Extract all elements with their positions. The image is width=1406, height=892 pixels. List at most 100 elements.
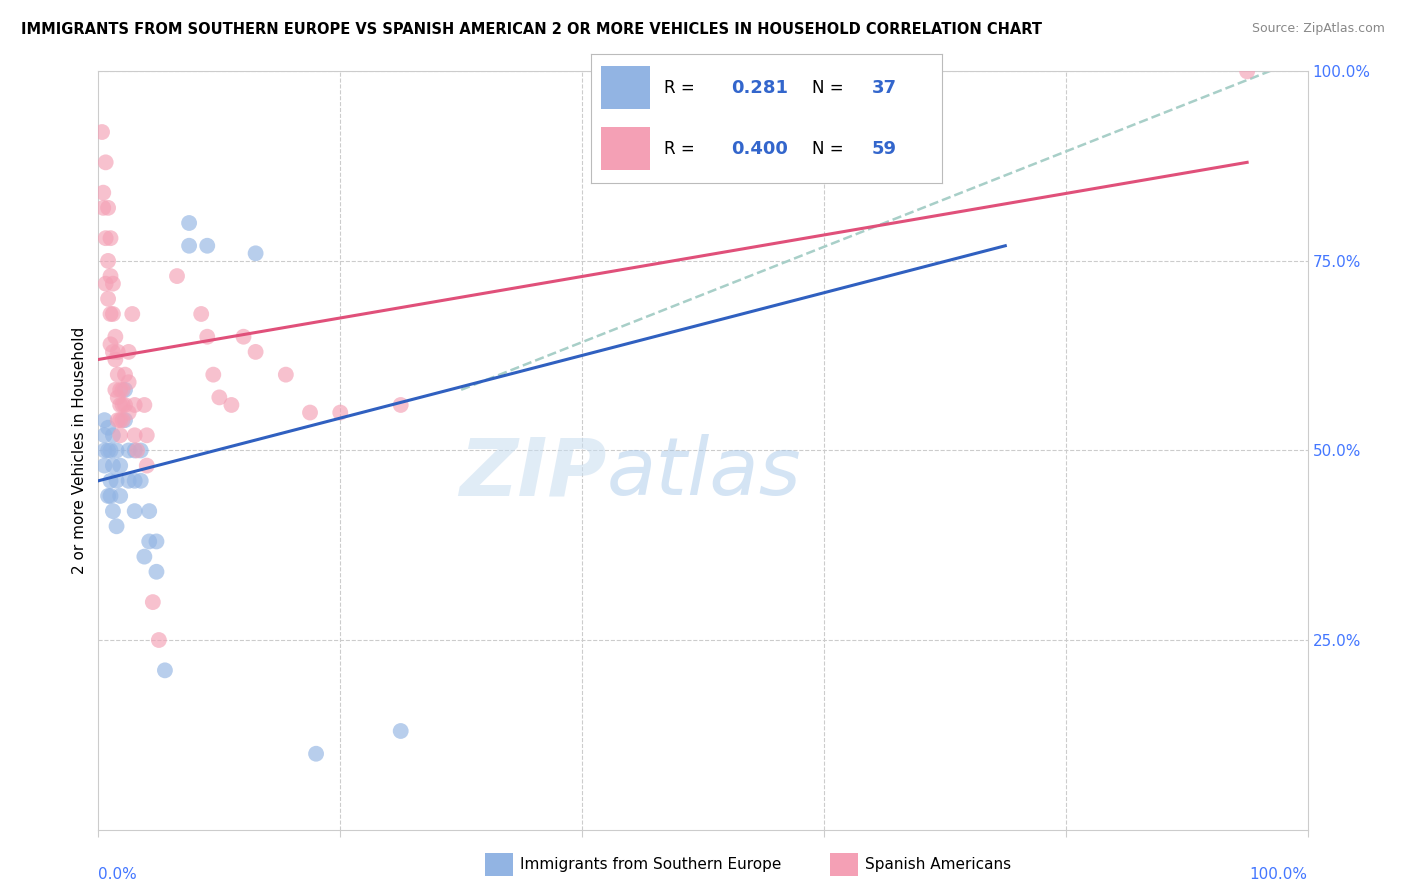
Point bbox=[329, 405, 352, 420]
Point bbox=[100, 269, 122, 284]
Point bbox=[105, 443, 128, 458]
Point bbox=[105, 519, 128, 533]
Point bbox=[124, 428, 146, 442]
Point bbox=[153, 664, 176, 678]
Point bbox=[129, 443, 152, 458]
Point bbox=[107, 368, 129, 382]
Point bbox=[108, 383, 131, 397]
Text: IMMIGRANTS FROM SOUTHERN EUROPE VS SPANISH AMERICAN 2 OR MORE VEHICLES IN HOUSEH: IMMIGRANTS FROM SOUTHERN EUROPE VS SPANI… bbox=[21, 22, 1042, 37]
Point bbox=[101, 504, 124, 518]
Point bbox=[221, 398, 243, 412]
Text: 37: 37 bbox=[872, 78, 897, 97]
Point bbox=[142, 595, 165, 609]
Text: 100.0%: 100.0% bbox=[1250, 867, 1308, 882]
Point bbox=[108, 398, 131, 412]
Point bbox=[195, 330, 218, 344]
Point bbox=[101, 428, 124, 442]
Point bbox=[145, 534, 167, 549]
Y-axis label: 2 or more Vehicles in Household: 2 or more Vehicles in Household bbox=[72, 326, 87, 574]
Point bbox=[104, 330, 127, 344]
Text: N =: N = bbox=[813, 78, 849, 97]
Point bbox=[108, 413, 131, 427]
Point bbox=[135, 428, 157, 442]
Text: 59: 59 bbox=[872, 139, 897, 158]
Point bbox=[118, 405, 141, 420]
Point bbox=[299, 405, 322, 420]
Point bbox=[97, 421, 120, 435]
Text: atlas: atlas bbox=[606, 434, 801, 512]
Text: 0.400: 0.400 bbox=[731, 139, 787, 158]
Point bbox=[104, 383, 127, 397]
Text: N =: N = bbox=[813, 139, 849, 158]
Point bbox=[118, 443, 141, 458]
Point bbox=[274, 368, 297, 382]
Text: Source: ZipAtlas.com: Source: ZipAtlas.com bbox=[1251, 22, 1385, 36]
Point bbox=[104, 352, 127, 367]
Point bbox=[100, 489, 122, 503]
Point bbox=[232, 330, 254, 344]
Point bbox=[190, 307, 212, 321]
Point bbox=[93, 428, 115, 442]
Point bbox=[389, 724, 412, 739]
Point bbox=[118, 344, 141, 359]
Point bbox=[107, 413, 129, 427]
Point bbox=[145, 565, 167, 579]
Point bbox=[94, 231, 117, 245]
Point bbox=[91, 201, 114, 215]
Point bbox=[389, 398, 412, 412]
Point bbox=[134, 549, 156, 564]
Point bbox=[179, 238, 201, 253]
Text: Spanish Americans: Spanish Americans bbox=[865, 857, 1011, 871]
Point bbox=[129, 474, 152, 488]
Point bbox=[245, 344, 267, 359]
Point bbox=[97, 489, 120, 503]
Point bbox=[135, 458, 157, 473]
Bar bbox=[602, 67, 650, 109]
Text: Immigrants from Southern Europe: Immigrants from Southern Europe bbox=[520, 857, 782, 871]
Point bbox=[134, 398, 156, 412]
Point bbox=[114, 383, 136, 397]
Point bbox=[114, 398, 136, 412]
Text: ZIP: ZIP bbox=[458, 434, 606, 512]
Text: 0.0%: 0.0% bbox=[98, 867, 138, 882]
Point bbox=[124, 443, 146, 458]
Point bbox=[100, 307, 122, 321]
Point bbox=[108, 428, 131, 442]
Point bbox=[97, 443, 120, 458]
Point bbox=[91, 125, 114, 139]
Point bbox=[124, 474, 146, 488]
Point bbox=[114, 413, 136, 427]
Point bbox=[108, 489, 131, 503]
Point bbox=[100, 474, 122, 488]
Point bbox=[1236, 64, 1258, 78]
Point bbox=[111, 398, 134, 412]
Point bbox=[208, 391, 231, 405]
Point bbox=[148, 633, 170, 648]
Bar bbox=[602, 128, 650, 170]
Point bbox=[118, 376, 141, 390]
Point bbox=[138, 504, 160, 518]
Point bbox=[124, 398, 146, 412]
Point bbox=[91, 186, 114, 200]
Point bbox=[100, 443, 122, 458]
Point bbox=[94, 155, 117, 169]
Point bbox=[97, 292, 120, 306]
Point bbox=[94, 277, 117, 291]
Point bbox=[245, 246, 267, 260]
Point bbox=[138, 534, 160, 549]
Point bbox=[93, 443, 115, 458]
Point bbox=[107, 344, 129, 359]
Point bbox=[179, 216, 201, 230]
Point bbox=[101, 344, 124, 359]
Point bbox=[107, 391, 129, 405]
Text: R =: R = bbox=[664, 139, 700, 158]
Point bbox=[195, 238, 218, 253]
Point bbox=[202, 368, 225, 382]
Point bbox=[127, 443, 149, 458]
Point bbox=[114, 368, 136, 382]
Point bbox=[111, 383, 134, 397]
Point bbox=[305, 747, 328, 761]
Point bbox=[118, 474, 141, 488]
Point bbox=[100, 337, 122, 351]
Point bbox=[124, 504, 146, 518]
